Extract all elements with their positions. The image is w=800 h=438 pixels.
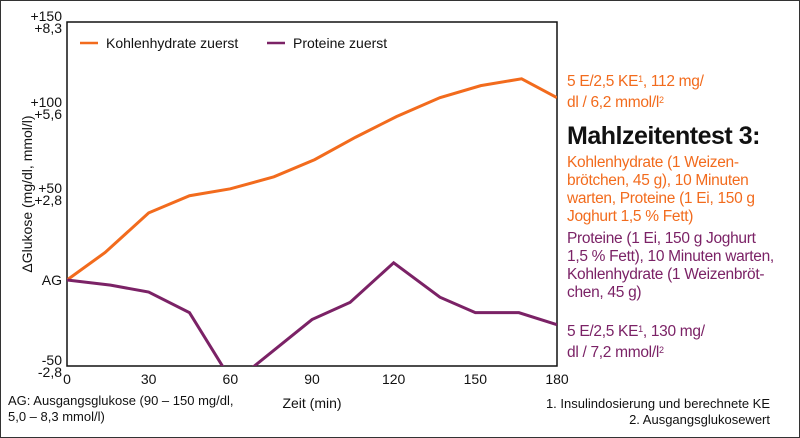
orange-description: Kohlenhydrate (1 Weizen- brötchen, 45 g)… bbox=[567, 154, 755, 226]
annotation-text: dl / 7,2 mmol/l bbox=[567, 344, 659, 361]
desc-line: Kohlenhydrate (1 Weizenbröt- bbox=[567, 266, 765, 283]
annotation-text: 5 E/2,5 KE bbox=[567, 73, 639, 90]
footnote-ref: 1 bbox=[638, 74, 643, 84]
y-tick-label-mmol: +2,8 bbox=[34, 192, 62, 208]
y-tick-label: +150 bbox=[30, 8, 62, 24]
footnote-line: AG: Ausgangsglukose (90 – 150 mg/dl, bbox=[8, 393, 234, 408]
x-tick-label: 180 bbox=[545, 371, 569, 387]
test-title: Mahlzeitentest 3: bbox=[567, 122, 760, 150]
x-axis-label: Zeit (min) bbox=[282, 395, 341, 411]
y-tick-label: AG bbox=[42, 272, 62, 288]
y-tick-label: -50 bbox=[42, 352, 62, 368]
annotation-text: , 112 mg/ bbox=[642, 73, 704, 90]
x-tick-label: 30 bbox=[141, 371, 157, 387]
x-tick-label: 90 bbox=[304, 371, 320, 387]
footnote-line: 1. Insulindosierung und berechnete KE bbox=[545, 396, 770, 411]
annotation-text: , 130 mg/ bbox=[642, 323, 705, 340]
y-tick-label-mmol: +8,3 bbox=[34, 20, 62, 36]
footnote-ref: 1 bbox=[638, 324, 643, 334]
footnote-line: 2. Ausgangsglukosewert bbox=[629, 412, 770, 427]
legend-label-kohlenhydrate: Kohlenhydrate zuerst bbox=[106, 35, 238, 51]
y-tick-label-mmol: +5,6 bbox=[34, 106, 62, 122]
orange-end-annotation: 5 E/2,5 KE1, 112 mg/ dl / 6,2 mmol/l2 bbox=[567, 70, 704, 112]
legend-label-proteine: Proteine zuerst bbox=[293, 35, 387, 51]
footnote-line: 5,0 – 8,3 mmol/l) bbox=[8, 409, 105, 424]
y-tick-label: +100 bbox=[30, 94, 62, 110]
desc-line: chen, 45 g) bbox=[567, 284, 642, 301]
desc-line: Kohlenhydrate (1 Weizen- bbox=[567, 154, 739, 171]
series-line-0 bbox=[67, 77, 557, 282]
desc-line: brötchen, 45 g), 10 Minuten bbox=[567, 172, 749, 189]
x-tick-label: 60 bbox=[223, 371, 239, 387]
desc-line: Joghurt 1,5 % Fett) bbox=[567, 208, 694, 225]
annotation-text: dl / 6,2 mmol/l bbox=[567, 94, 659, 111]
series-line-1 bbox=[67, 260, 557, 366]
footnote-ref: 2 bbox=[658, 95, 664, 105]
footnote-ref: 2 bbox=[658, 345, 664, 355]
desc-line: 1,5 % Fett), 10 Minuten warten, bbox=[567, 248, 774, 265]
plot-area bbox=[66, 21, 558, 367]
desc-line: warten, Proteine (1 Ei, 150 g bbox=[567, 190, 755, 207]
ag-footnote: AG: Ausgangsglukose (90 – 150 mg/dl, 5,0… bbox=[8, 393, 233, 425]
y-axis-label: ΔGlukose (mg/dl, mmol/l) bbox=[19, 115, 35, 272]
x-tick-label: 120 bbox=[382, 371, 406, 387]
x-tick-label: 0 bbox=[63, 371, 71, 387]
x-tick-label: 150 bbox=[464, 371, 488, 387]
y-tick-label: +50 bbox=[38, 180, 62, 196]
purple-end-annotation: 5 E/2,5 KE1, 130 mg/ dl / 7,2 mmol/l2 bbox=[567, 320, 705, 362]
purple-description: Proteine (1 Ei, 150 g Joghurt 1,5 % Fett… bbox=[567, 230, 774, 302]
desc-line: Proteine (1 Ei, 150 g Joghurt bbox=[567, 230, 756, 247]
annotation-text: 5 E/2,5 KE bbox=[567, 323, 639, 340]
y-tick-label-mmol: -2,8 bbox=[38, 364, 62, 380]
legend: Kohlenhydrate zuerst Proteine zuerst bbox=[80, 35, 387, 51]
footnotes: 1. Insulindosierung und berechnete KE 2.… bbox=[546, 396, 770, 428]
